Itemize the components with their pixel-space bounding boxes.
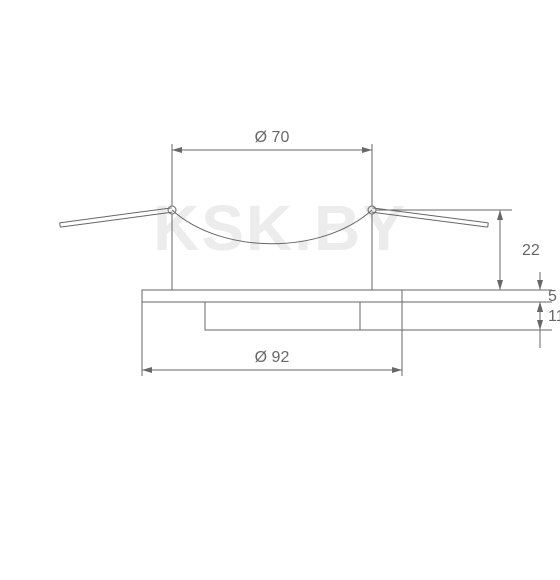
dim-22-label: 22	[522, 242, 540, 259]
technical-drawing: KSK.BY Ø 70 Ø 92 22 5 11	[0, 0, 560, 580]
dim-d70-label: Ø 70	[255, 129, 290, 146]
dim-5-label: 5	[548, 288, 557, 305]
body-rect	[205, 302, 360, 330]
dim-d92-label: Ø 92	[255, 349, 290, 366]
watermark-text: KSK.BY	[153, 192, 407, 264]
flange-rect	[142, 290, 402, 302]
dim-11-label: 11	[548, 308, 560, 325]
